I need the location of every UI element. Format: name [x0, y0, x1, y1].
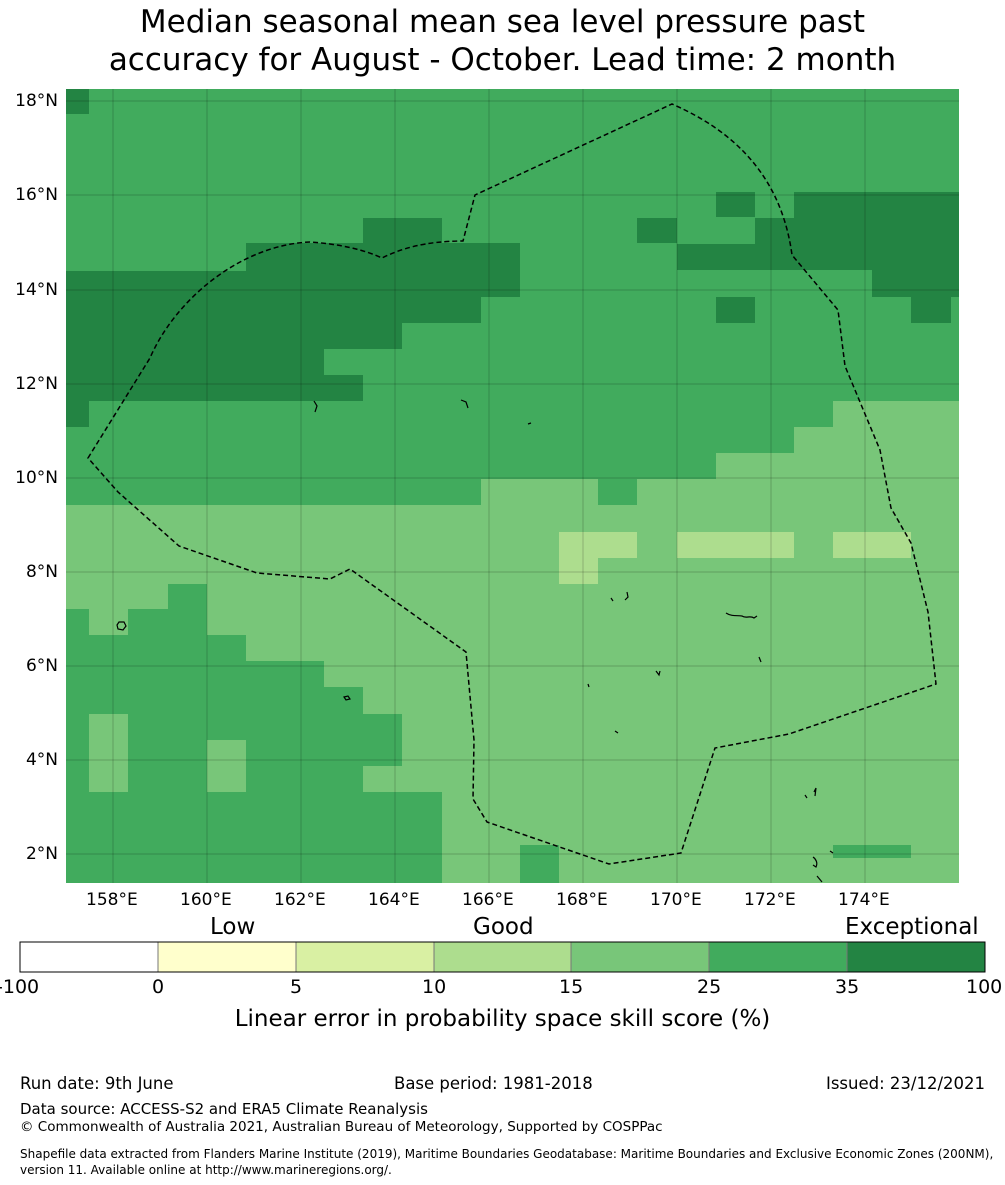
lat-label: 16°N [15, 185, 58, 205]
colorbar-word-low: Low [210, 914, 256, 940]
map-title-line-2: accuracy for August - October. Lead time… [108, 42, 897, 78]
colorbar-bound: 100 [966, 976, 1003, 998]
colorbar-bound: -100 [0, 976, 40, 998]
colorbar-bound: 5 [290, 976, 303, 998]
copyright: © Commonwealth of Australia 2021, Austra… [20, 1119, 663, 1135]
colorbar-word-exceptional: Exceptional [845, 914, 979, 940]
lon-label: 168°E [556, 890, 608, 910]
lat-label: 10°N [15, 468, 58, 488]
colorbar [19, 941, 986, 973]
lat-label: 6°N [25, 656, 58, 676]
colorbar-bound: 35 [835, 976, 860, 998]
lon-label: 170°E [650, 890, 702, 910]
lon-label: 164°E [368, 890, 420, 910]
lon-label: 174°E [838, 890, 890, 910]
colorbar-bound: 0 [152, 976, 165, 998]
skill-category-25-patches [89, 714, 959, 883]
colorbar-swatch-6 [847, 942, 985, 972]
colorbar-swatch-1 [158, 942, 296, 972]
lon-label: 162°E [274, 890, 326, 910]
eez-boundary [87, 103, 937, 865]
islands [116, 399, 834, 883]
colorbar-swatch-0 [20, 942, 158, 972]
lat-label: 12°N [15, 374, 58, 394]
lat-label: 2°N [25, 844, 58, 864]
lat-label: 4°N [25, 750, 58, 770]
lon-label: 160°E [180, 890, 232, 910]
skill-category-100 [66, 89, 959, 427]
lat-label: 8°N [25, 562, 58, 582]
issued-date: Issued: 23/12/2021 [825, 1074, 985, 1093]
lon-label: 166°E [462, 890, 514, 910]
colorbar-bound: 10 [422, 976, 447, 998]
colorbar-bound: 25 [697, 976, 722, 998]
colorbar-outline [19, 941, 986, 973]
run-date: Run date: 9th June [20, 1074, 174, 1093]
map-title-line-1: Median seasonal mean sea level pressure … [139, 4, 866, 40]
base-period: Base period: 1981-2018 [394, 1074, 593, 1093]
skill-category-15 [559, 532, 911, 584]
lon-label: 172°E [744, 890, 796, 910]
colorbar-bound: 15 [559, 976, 584, 998]
colorbar-swatch-5 [709, 942, 847, 972]
shapefile-credit-line-1: Shapefile data extracted from Flanders M… [20, 1147, 994, 1161]
shapefile-credit-line-2: version 11. Available online at http://w… [20, 1163, 392, 1177]
colorbar-swatch-2 [296, 942, 434, 972]
data-source: Data source: ACCESS-S2 and ERA5 Climate … [20, 1100, 428, 1118]
colorbar-title: Linear error in probability space skill … [234, 1006, 771, 1032]
colorbar-word-good: Good [473, 914, 534, 940]
lat-label: 14°N [15, 280, 58, 300]
colorbar-swatch-3 [434, 942, 571, 972]
colorbar-swatch-4 [571, 942, 709, 972]
skill-map [66, 89, 959, 883]
lon-label: 158°E [86, 890, 138, 910]
lat-label: 18°N [15, 91, 58, 111]
